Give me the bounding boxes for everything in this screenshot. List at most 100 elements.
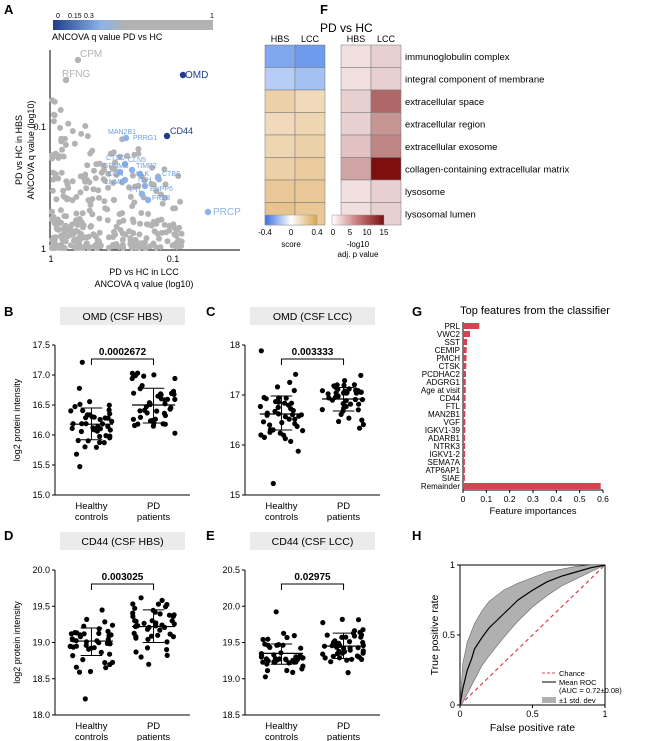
a-grey-point [56,244,63,251]
bar-category-label: Remainder [421,482,460,491]
a-highlight-point [138,190,146,198]
heatmap-pval-cell [370,157,402,181]
a-grey-point [171,224,178,231]
scatter-point [70,653,76,659]
scatter-category-label: controls [75,732,109,741]
scatter-point [75,437,81,444]
scatter-category-label: patients [327,732,361,741]
label-timp2: TIMP2 [136,163,157,170]
bar-category-label: MAN2B1 [428,410,461,419]
bar-title: Top features from the classifier [460,305,610,317]
panel-label-c: C [206,304,216,319]
a-grey-point [111,197,118,203]
roc-mean-line [459,564,606,706]
scatter-point [103,665,109,671]
scatter-point [358,389,364,395]
a-grey-point [91,167,97,174]
scatter-point [290,669,296,676]
bar-xtick-label: 0.3 [527,494,539,504]
a-grey-point [65,120,72,127]
scatter-point [263,396,269,402]
a-grey-point [178,238,185,245]
heatmap-pval-cell [370,89,402,113]
bar [463,483,601,489]
scatter-point [102,619,108,625]
a-grey-point [147,243,154,250]
heatmap-pval-cell [340,89,372,113]
scatter-point [277,656,283,662]
scatter-point [79,359,85,365]
scatter-point [339,616,345,623]
scatter-point [93,444,99,450]
scatter-point [168,405,174,411]
a-grey-point [59,146,65,153]
scatter-point [359,417,365,423]
colorbar-tick-1: 1 [210,13,214,20]
scatter-point [97,426,103,432]
legend-auc-label: (AUC = 0.72±0.08) [559,686,622,695]
a-grey-point [58,169,65,176]
a-grey-point [73,193,80,200]
scatter-point [129,375,135,382]
a-grey-point [58,219,64,226]
a-grey-point [52,172,59,179]
scatter-point [290,657,296,663]
scatter-point [353,390,359,396]
scatter-point [286,416,292,422]
scatter-point [283,395,289,401]
heatmap-row-label: immunoglobulin complex [405,52,510,63]
a-highlight-point [144,196,152,204]
scatter-point [261,434,267,440]
scatter-point [132,422,138,429]
a-grey-point [145,211,152,217]
scatter-point [85,438,91,444]
pval-legend-bar [331,214,385,226]
scatter-point [322,655,328,661]
a-grey-point [107,150,114,157]
a-xtick-1: 1 [48,254,53,264]
panel-label-f: F [320,2,328,17]
a-highlight-point [154,174,162,182]
scatter-point [157,611,163,617]
heatmap-score-cell [264,44,296,68]
scatter-point [151,372,157,378]
significance-bracket [280,358,345,365]
scatter-point [97,433,103,440]
a-grey-point [120,244,126,251]
a-grey-point [126,228,133,235]
scatter-point [273,609,279,615]
a-grey-point [60,153,67,160]
bar [463,443,466,449]
label-klk: KLK [136,171,150,178]
scatter-category-label: controls [265,512,299,523]
p-value-label: 0.02975 [294,572,331,583]
heatmap-score-col-label: LCC [301,34,320,44]
score-legend-tick: 0.4 [311,228,323,237]
scatter-point [282,414,288,420]
heatmap-pval-cell [340,134,372,158]
a-grey-point [127,193,134,200]
a-grey-point [69,178,76,185]
roc-xlabel: False positive rate [490,722,575,734]
panel-label-e: E [206,528,215,543]
bar-category-label: ATP6AP1 [425,466,460,475]
scatter-point [157,627,163,633]
panel-label-a: A [4,2,14,17]
heatmap-score-col-label: HBS [271,34,290,44]
scatter-ytick-label: 15.5 [32,460,50,470]
scatter-point [300,663,306,669]
scatter-point [87,399,93,405]
roc-xtick-label: 1 [602,709,607,719]
scatter-point [286,402,292,408]
scatter-point [72,404,78,410]
a-grey-point [143,221,150,228]
scatter-point [284,667,290,674]
scatter-category-label: PD [147,721,160,732]
heatmap-score-cell [294,157,326,181]
scatter-point [96,626,102,632]
scatter-point [150,417,156,423]
scatter-point [260,659,266,665]
scatter-point [334,651,341,657]
panel-label-g: G [412,304,422,319]
bar [463,339,468,345]
